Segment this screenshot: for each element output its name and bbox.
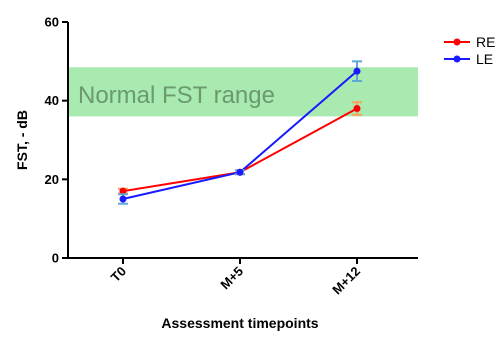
y-tick-label: 40 [45,93,59,108]
series-line [122,107,358,193]
legend-item-le: LE [444,51,493,67]
legend-label: LE [476,51,493,67]
normal-range-band-label: Normal FST range [78,82,275,109]
x-axis-title: Assessment timepoints [161,315,318,331]
x-tick-label: M+5 [217,264,246,293]
data-point [353,67,361,75]
y-tick-label: 60 [45,15,59,30]
data-point [119,195,127,203]
series-layer [118,60,362,205]
legend-swatch-marker [453,38,461,46]
x-tick-label: T0 [108,264,129,285]
y-tick-label: 0 [52,251,59,266]
y-axis-title: FST, - dB [14,110,30,170]
data-point [236,168,244,176]
legend-label: RE [476,34,495,50]
y-axis-ticks: 0 20 40 60 [45,15,68,266]
data-point [353,105,361,113]
x-tick-label: M+12 [329,264,363,298]
x-axis-ticks: T0 M+5 M+12 [108,258,363,297]
y-tick-label: 20 [45,172,59,187]
legend-item-re: RE [444,34,495,50]
series-le [118,60,362,205]
data-point [119,187,127,195]
legend-swatch-marker [453,55,461,63]
